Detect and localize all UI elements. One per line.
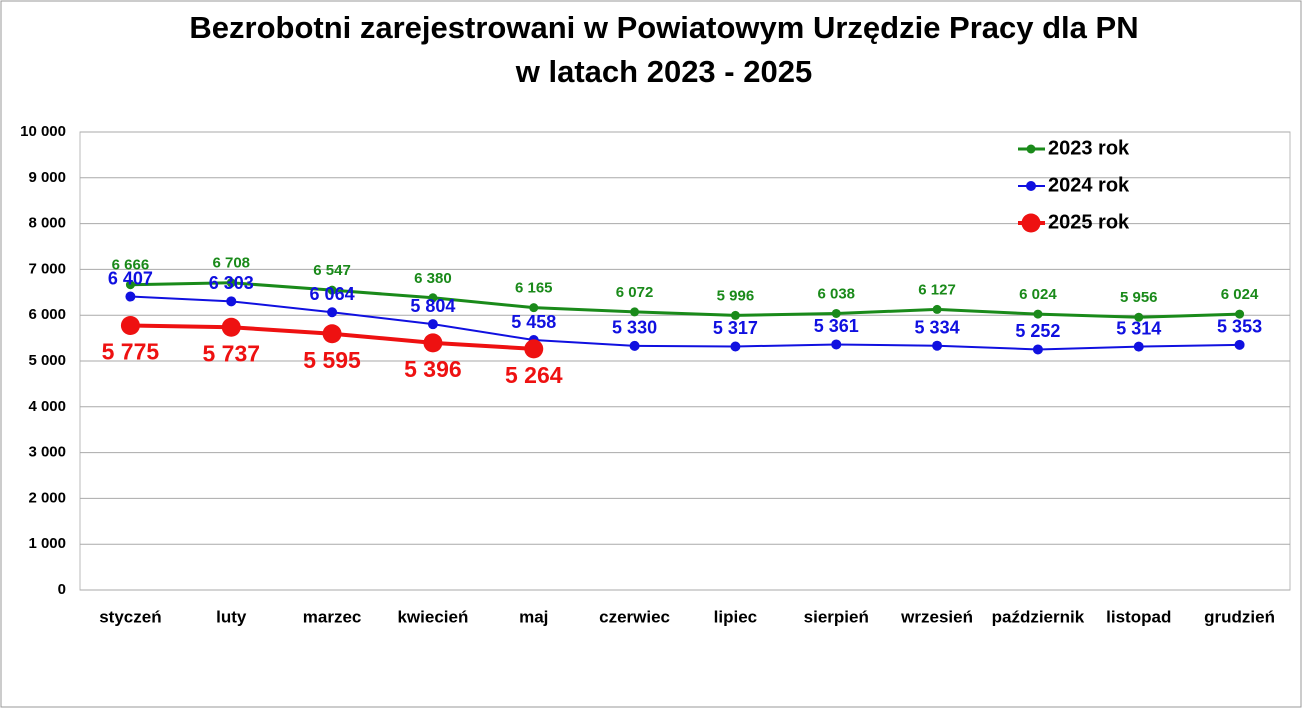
y-tick-label: 4 000 [28, 398, 66, 415]
data-point [524, 339, 544, 359]
data-point [226, 296, 237, 307]
data-label: 6 064 [310, 284, 355, 304]
legend-label: 2024 rok [1048, 174, 1130, 196]
data-label: 5 314 [1116, 318, 1161, 338]
data-label: 6 666 [112, 257, 150, 274]
data-label: 6 708 [212, 255, 250, 272]
x-tick-label: kwiecień [397, 607, 468, 626]
y-tick-label: 3 000 [28, 444, 66, 461]
x-tick-label: luty [216, 607, 247, 626]
data-label: 6 547 [313, 262, 351, 279]
y-tick-label: 0 [58, 581, 66, 598]
chart-title: Bezrobotni zarejestrowani w Powiatowym U… [189, 10, 1138, 45]
data-point [630, 307, 640, 317]
data-label: 6 303 [209, 273, 254, 293]
data-point [427, 319, 438, 330]
data-point [831, 308, 841, 318]
data-point [125, 280, 135, 290]
data-point [221, 317, 241, 337]
x-tick-label: marzec [303, 607, 362, 626]
x-tick-label: wrzesień [900, 607, 973, 626]
data-label: 5 775 [102, 339, 160, 365]
data-point [932, 304, 942, 314]
data-point [423, 333, 443, 353]
x-tick-label: sierpień [804, 607, 869, 626]
data-label: 5 252 [1015, 321, 1060, 341]
legend-label: 2023 rok [1048, 137, 1130, 159]
data-point [125, 291, 136, 302]
data-label: 5 996 [717, 287, 755, 304]
data-point [322, 324, 342, 344]
data-point [629, 340, 640, 351]
data-label: 5 396 [404, 356, 462, 382]
y-tick-label: 9 000 [28, 169, 66, 186]
x-tick-label: maj [519, 607, 548, 626]
data-label: 5 264 [505, 362, 563, 388]
series-line [130, 295, 1240, 351]
y-tick-label: 1 000 [28, 535, 66, 552]
y-tick-label: 5 000 [28, 352, 66, 369]
data-label: 6 127 [918, 281, 956, 298]
data-label: 6 072 [616, 284, 654, 301]
data-point [428, 293, 438, 303]
x-tick-label: styczeń [99, 607, 161, 626]
x-tick-label: październik [992, 607, 1085, 626]
data-label: 5 458 [511, 312, 556, 332]
data-point [1032, 344, 1043, 355]
y-tick-label: 2 000 [28, 489, 66, 506]
data-point [730, 310, 740, 320]
data-point [120, 316, 140, 336]
y-tick-label: 10 000 [20, 123, 66, 140]
y-tick-label: 6 000 [28, 306, 66, 323]
data-point [226, 278, 236, 288]
data-label: 5 353 [1217, 317, 1262, 337]
data-label: 6 024 [1019, 286, 1057, 303]
data-point [327, 285, 337, 295]
data-point [932, 340, 943, 351]
legend-marker [1021, 213, 1041, 233]
data-label: 5 595 [303, 347, 361, 373]
data-label: 5 330 [612, 318, 657, 338]
data-point [1235, 309, 1245, 319]
data-point [1134, 312, 1144, 322]
x-tick-label: czerwiec [599, 607, 670, 626]
data-label: 5 334 [915, 317, 960, 337]
x-tick-label: listopad [1106, 607, 1171, 626]
data-label: 5 956 [1120, 289, 1158, 306]
data-label: 5 804 [410, 296, 455, 316]
legend-label: 2025 rok [1048, 211, 1130, 233]
data-label: 6 407 [108, 268, 153, 288]
data-point [1133, 341, 1144, 352]
data-point [1234, 339, 1245, 350]
y-tick-label: 8 000 [28, 215, 66, 232]
data-label: 5 361 [814, 316, 859, 336]
legend-marker [1026, 144, 1036, 154]
data-label: 6 165 [515, 280, 553, 297]
data-point [831, 339, 842, 350]
data-label: 6 024 [1221, 286, 1259, 303]
data-label: 5 317 [713, 318, 758, 338]
data-point [327, 307, 338, 318]
chart-title: w latach 2023 - 2025 [515, 54, 812, 89]
data-point [529, 303, 539, 313]
data-point [730, 341, 741, 352]
data-label: 6 380 [414, 270, 452, 287]
data-point [1033, 309, 1043, 319]
legend-marker [1026, 181, 1036, 191]
x-tick-label: lipiec [714, 607, 757, 626]
data-label: 6 038 [817, 285, 855, 302]
x-tick-label: grudzień [1204, 607, 1275, 626]
series-line [130, 281, 1240, 319]
data-label: 5 737 [202, 340, 260, 366]
y-tick-label: 7 000 [28, 260, 66, 277]
